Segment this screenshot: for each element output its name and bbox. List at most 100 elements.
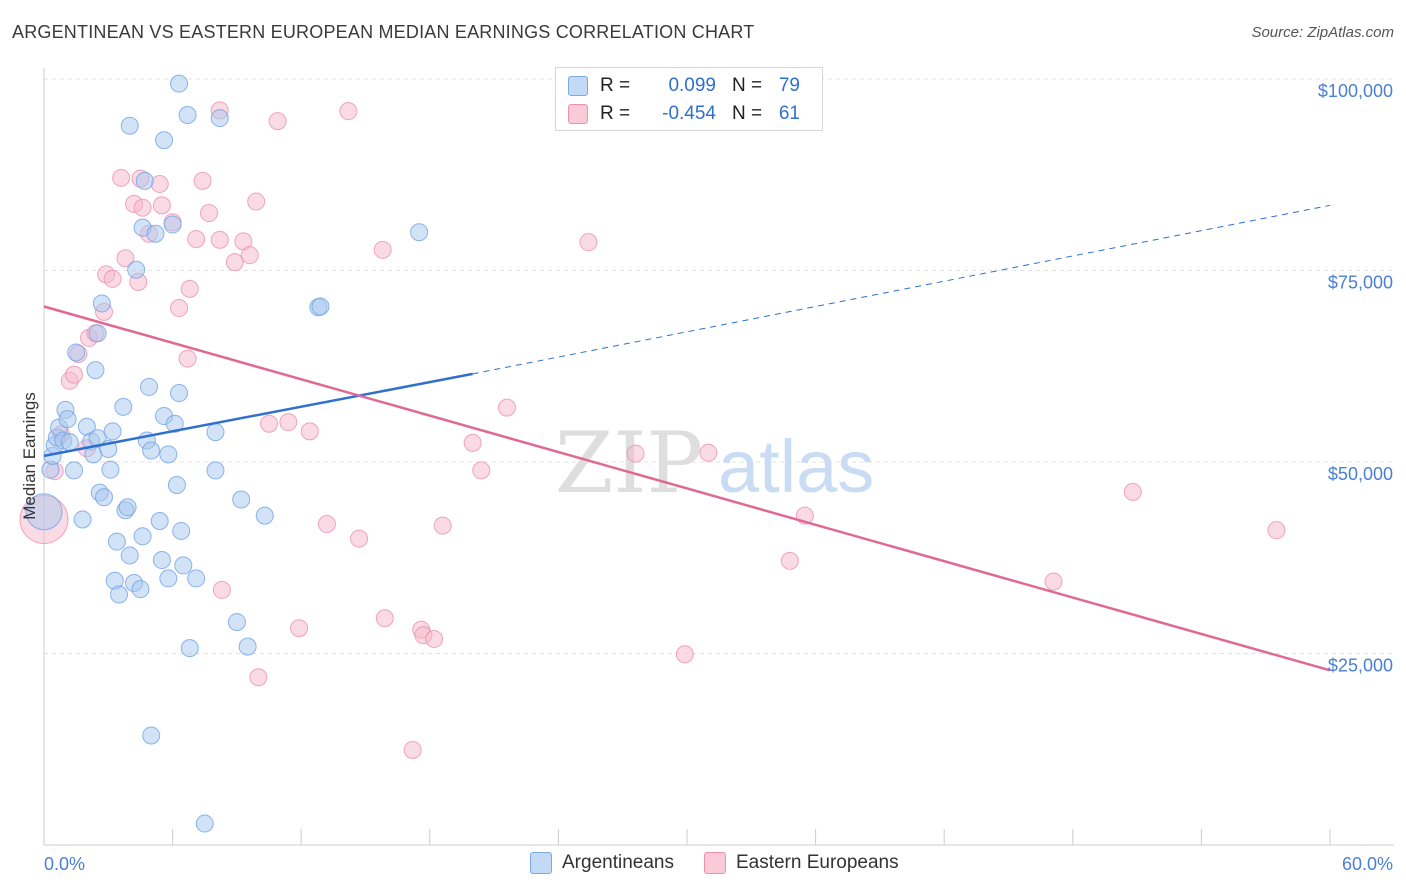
legend-item-eastern-europeans[interactable]: Eastern Europeans xyxy=(703,852,899,874)
legend-swatch-pink xyxy=(703,852,726,874)
data-point xyxy=(187,230,206,249)
stats-n-value: 61 xyxy=(778,103,800,124)
data-point xyxy=(472,461,491,480)
x-tick-label: 0.0% xyxy=(44,854,85,874)
y-tick-label: $25,000 xyxy=(1328,656,1393,676)
data-point xyxy=(268,112,287,131)
stats-r-label: R = xyxy=(600,75,631,96)
data-point xyxy=(626,444,645,463)
data-point xyxy=(146,224,165,243)
trend-line-eastern-europeans xyxy=(43,305,1331,672)
data-point xyxy=(112,168,131,187)
x-tick-label: 60.0% xyxy=(1342,854,1393,874)
grid-lines xyxy=(44,78,1394,654)
data-point xyxy=(375,609,394,628)
series-argentineans xyxy=(25,74,429,833)
stats-r-value: -0.454 xyxy=(662,103,716,124)
data-point xyxy=(699,443,718,462)
data-point xyxy=(86,361,105,380)
data-point xyxy=(227,613,246,632)
data-point xyxy=(159,445,178,464)
data-point xyxy=(238,637,257,656)
data-point xyxy=(110,585,129,604)
data-point xyxy=(240,246,259,265)
data-point xyxy=(249,668,268,687)
data-point xyxy=(497,398,516,417)
data-point xyxy=(206,461,225,480)
data-point xyxy=(210,109,229,128)
data-point xyxy=(140,377,159,396)
data-point xyxy=(174,556,193,575)
data-point xyxy=(142,726,161,745)
data-point xyxy=(178,106,197,125)
data-point xyxy=(165,414,184,433)
data-point xyxy=(232,490,251,509)
data-point xyxy=(425,629,444,648)
data-point xyxy=(172,521,191,540)
data-point xyxy=(311,297,330,316)
data-point xyxy=(212,580,231,599)
data-point xyxy=(73,510,92,529)
legend-label: Eastern Europeans xyxy=(735,852,899,873)
source-label: Source: ZipAtlas.com xyxy=(1251,24,1394,41)
data-point xyxy=(67,343,86,362)
data-point xyxy=(206,423,225,442)
data-point xyxy=(150,511,169,530)
data-point xyxy=(210,230,229,249)
data-point xyxy=(167,475,186,494)
stats-n-label: N = xyxy=(732,103,763,124)
data-point xyxy=(135,171,154,190)
trend-line-argentineans-extension xyxy=(472,204,1331,375)
data-point xyxy=(133,527,152,546)
data-point xyxy=(65,365,84,384)
data-point xyxy=(95,488,114,507)
data-point xyxy=(403,741,422,760)
data-point xyxy=(180,639,199,658)
data-point xyxy=(350,529,369,548)
watermark-zip: ZIP xyxy=(555,414,703,512)
data-point xyxy=(180,279,199,298)
data-point xyxy=(114,397,133,416)
y-tick-label: $100,000 xyxy=(1318,81,1393,101)
data-point xyxy=(780,551,799,570)
data-point xyxy=(107,532,126,551)
zipatlas-watermark: ZIP atlas xyxy=(555,414,874,512)
data-point xyxy=(193,171,212,190)
data-point xyxy=(1123,482,1142,501)
data-point xyxy=(159,569,178,588)
data-point xyxy=(127,260,146,279)
data-point xyxy=(103,422,122,441)
data-point xyxy=(339,102,358,121)
stats-swatch-blue xyxy=(568,76,588,96)
data-point xyxy=(150,174,169,193)
stats-r-label: R = xyxy=(600,103,631,124)
data-point xyxy=(279,413,298,432)
data-point xyxy=(25,493,63,531)
stats-row-argentineans: R = 0.099 N = 79 xyxy=(568,72,800,100)
y-tick-labels: $25,000 $50,000 $75,000 $100,000 xyxy=(1318,81,1393,676)
legend-item-argentineans[interactable]: Argentineans xyxy=(530,852,674,874)
data-point xyxy=(131,580,150,599)
y-tick-label: $50,000 xyxy=(1328,464,1393,484)
data-point xyxy=(579,233,598,252)
legend-swatch-blue xyxy=(530,852,552,874)
data-point xyxy=(155,131,174,150)
data-point xyxy=(118,498,137,517)
data-point xyxy=(92,294,111,313)
data-point xyxy=(187,569,206,588)
data-point xyxy=(65,461,84,480)
data-point xyxy=(373,240,392,259)
stats-swatch-pink xyxy=(568,104,588,124)
data-point xyxy=(433,516,452,535)
data-point xyxy=(142,441,161,460)
data-point xyxy=(675,645,694,664)
data-point xyxy=(170,74,189,93)
x-ticks xyxy=(43,829,1331,845)
data-point xyxy=(163,215,182,234)
data-point xyxy=(1267,521,1286,540)
data-point xyxy=(195,814,214,833)
trend-line-argentineans xyxy=(43,372,473,458)
data-point xyxy=(225,253,244,272)
data-point xyxy=(200,204,219,223)
chart-title: ARGENTINEAN VS EASTERN EUROPEAN MEDIAN E… xyxy=(12,22,755,42)
